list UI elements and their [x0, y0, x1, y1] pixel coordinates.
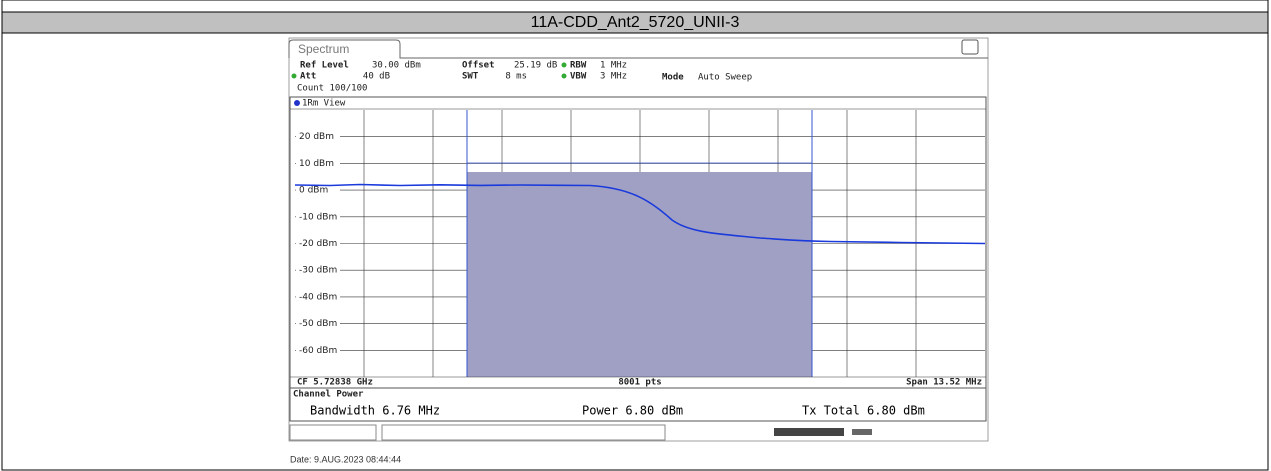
- channel-bar: [467, 172, 812, 377]
- y-label: -60 dBm: [299, 346, 337, 356]
- channel-power-title: Channel Power: [293, 390, 364, 400]
- status-field: [381, 424, 666, 441]
- setting-value: 1 MHz: [600, 61, 627, 71]
- setting-value: 40 dB: [363, 72, 390, 82]
- setting-value: 30.00 dBm: [372, 61, 421, 71]
- points: 8001 pts: [618, 378, 661, 388]
- header-title: 11A-CDD_Ant2_5720_UNII-3: [531, 14, 740, 31]
- setting-label: Att: [300, 72, 316, 82]
- y-label: 10 dBm: [299, 159, 334, 169]
- setting-value: Auto Sweep: [698, 73, 752, 83]
- setting-label: RBW: [570, 61, 587, 71]
- tab-label: Spectrum: [298, 42, 349, 56]
- setting-label: SWT: [462, 72, 479, 82]
- label-bg: [296, 184, 340, 197]
- status-field: [289, 424, 377, 441]
- label-bg: [296, 317, 340, 330]
- date: Date: 9.AUG.2023 08:44:44: [290, 454, 401, 464]
- setting-label: VBW: [570, 72, 587, 82]
- progress: [774, 428, 844, 436]
- label-bg: [296, 290, 340, 303]
- indicator: [561, 62, 567, 68]
- y-label: -30 dBm: [299, 266, 337, 276]
- y-label: -20 dBm: [299, 239, 337, 249]
- label-bg: [296, 130, 340, 143]
- indicator: [291, 73, 297, 79]
- setting-value: 8 ms: [505, 72, 527, 82]
- setting-value: 3 MHz: [600, 72, 627, 82]
- tab: [288, 39, 988, 59]
- span: Span 13.52 MHz: [906, 378, 982, 388]
- screenshot: Spectrum Ref Level 30.00 dBm Offset 25.1…: [288, 37, 989, 442]
- setting-label: Ref Level: [300, 61, 349, 71]
- setting-label: Offset: [462, 61, 495, 71]
- icon: [961, 39, 979, 55]
- status-icon: [852, 429, 872, 435]
- center-frequency: CF 5.72838 GHz: [297, 378, 373, 388]
- power: Power 6.80 dBm: [582, 404, 683, 418]
- count: Count 100/100: [297, 84, 367, 94]
- bandwidth: Bandwidth 6.76 MHz: [310, 404, 440, 418]
- indicator: [561, 73, 567, 79]
- label-bg: [296, 237, 340, 250]
- y-label: 0 dBm: [299, 186, 328, 196]
- tx-total: Tx Total 6.80 dBm: [802, 404, 925, 418]
- label-bg: [296, 210, 340, 223]
- label-bg: [296, 157, 340, 170]
- label-bg: [296, 264, 340, 277]
- setting-label: Mode: [662, 73, 684, 83]
- y-label: -10 dBm: [299, 212, 337, 222]
- view-label: 1Rm View: [302, 99, 346, 109]
- y-label: -50 dBm: [299, 319, 337, 329]
- setting-value: 25.19 dB: [514, 61, 557, 71]
- label-bg: [296, 344, 340, 357]
- trace: [294, 183, 986, 245]
- y-label: 20 dBm: [299, 132, 334, 142]
- trace-indicator: [294, 100, 300, 106]
- channel-power-box: [289, 387, 987, 422]
- header-row: [1, 11, 1269, 34]
- y-label: -40 dBm: [299, 292, 337, 302]
